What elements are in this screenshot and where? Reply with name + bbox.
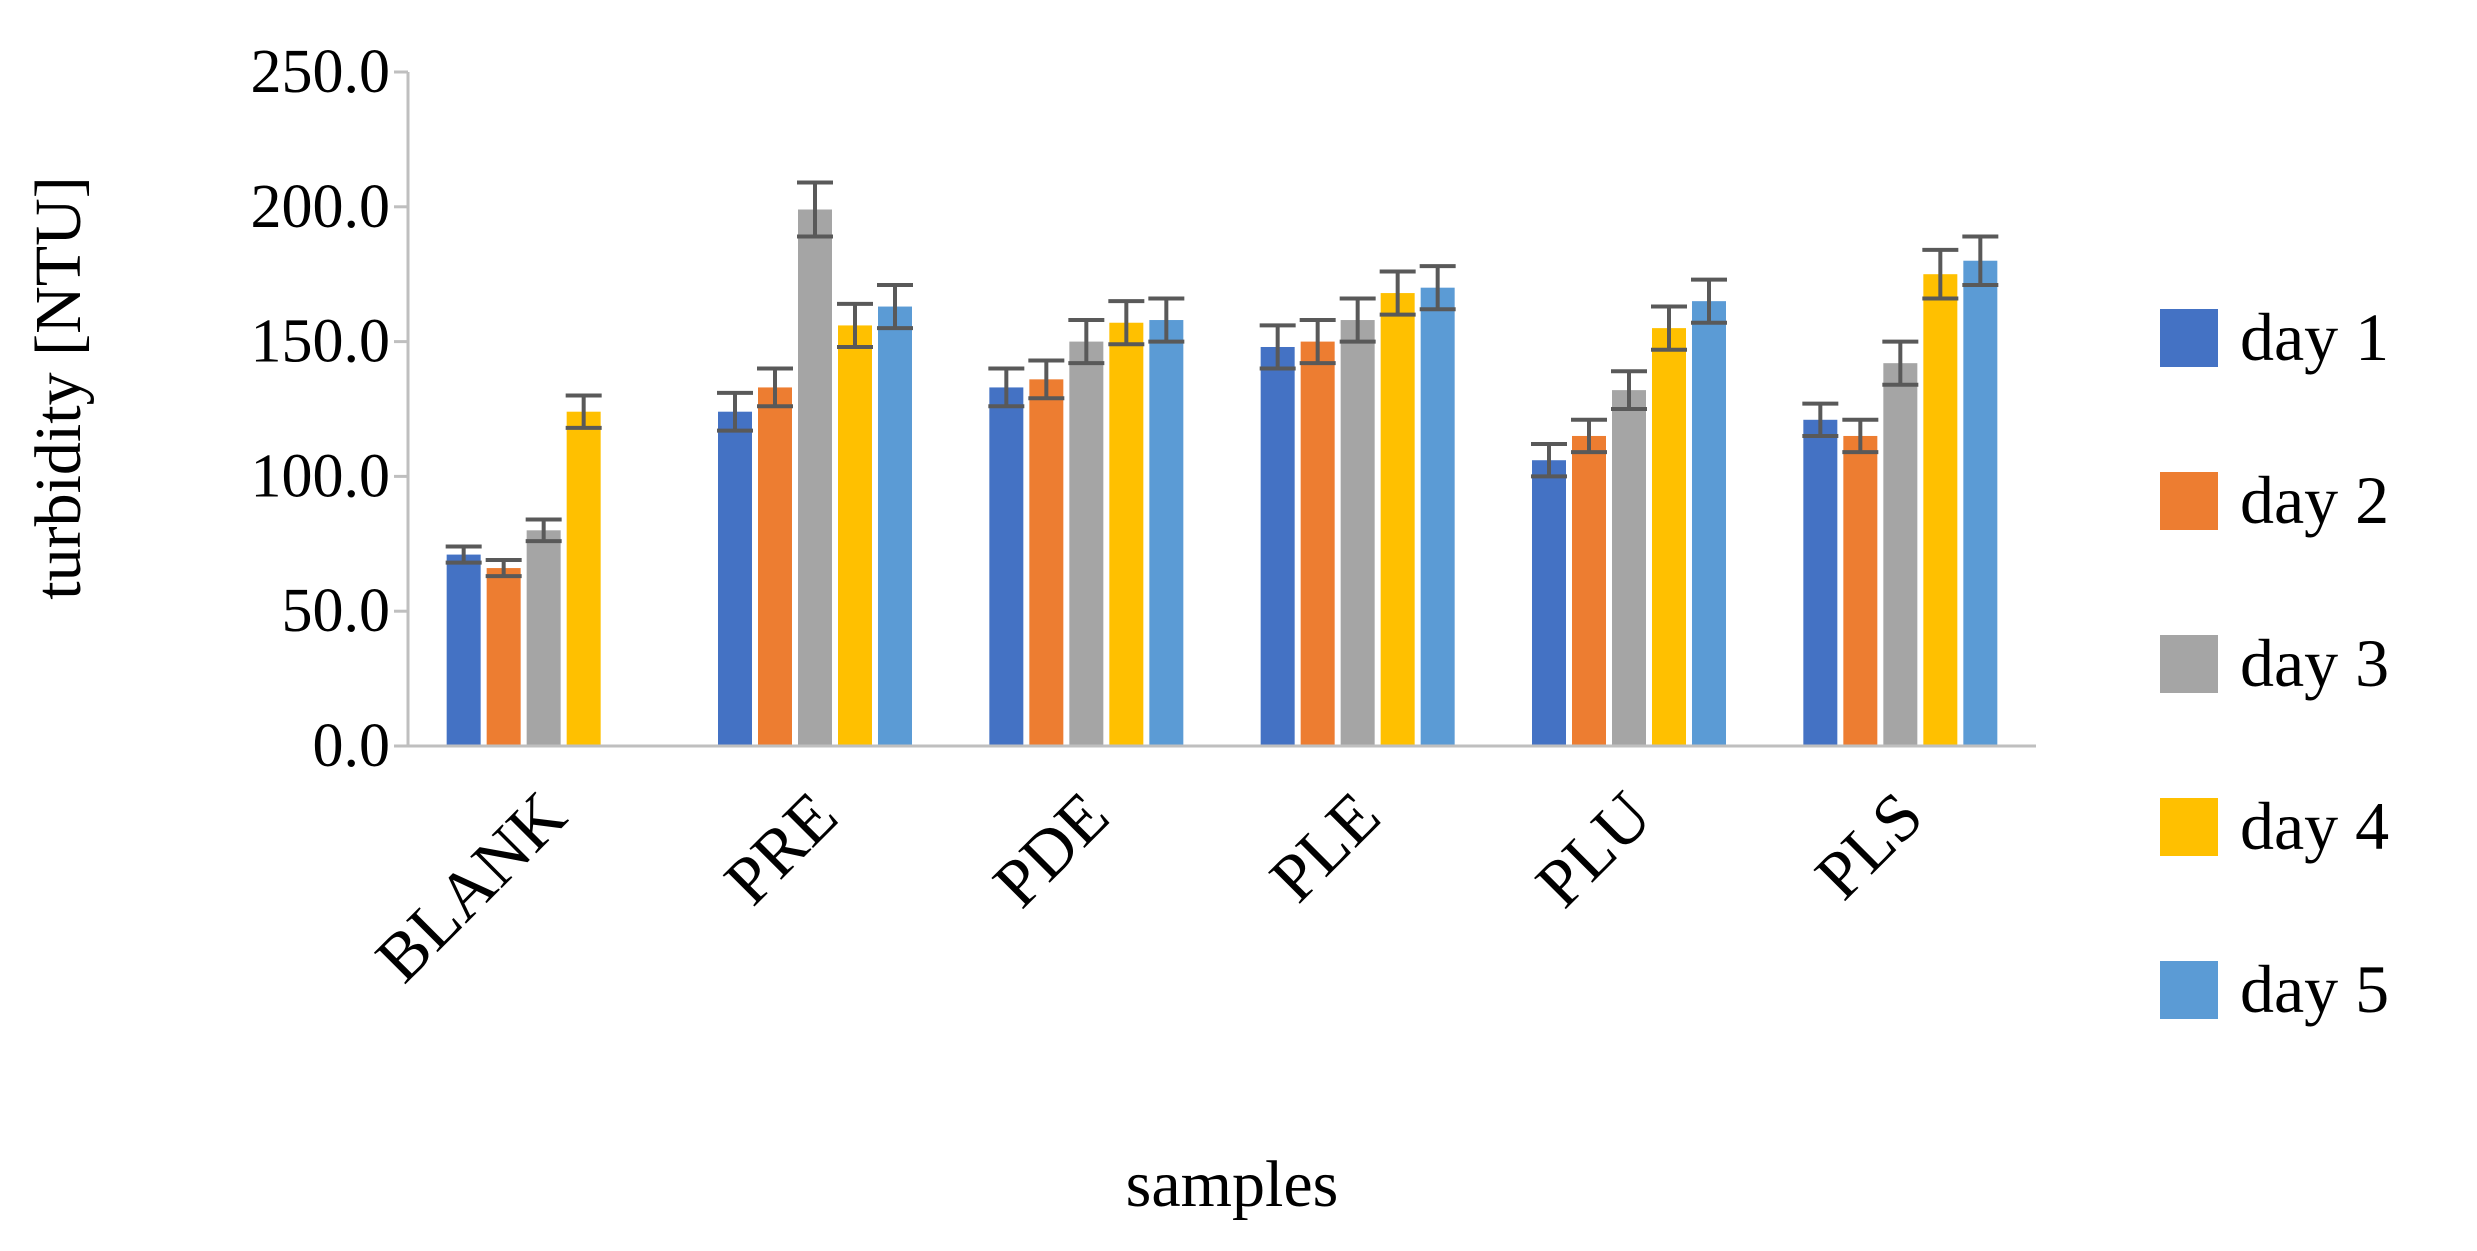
- bar-day-5-pls: [1963, 260, 1998, 746]
- bar-day-1-ple: [1260, 346, 1295, 746]
- y-tick-label: 0.0: [313, 712, 391, 780]
- x-category-label: PRE: [710, 777, 852, 919]
- legend-label: day 1: [2240, 299, 2389, 375]
- bar-day-5-ple: [1420, 287, 1455, 746]
- y-tick-label: 100.0: [251, 442, 391, 510]
- bar-day-4-pls: [1923, 274, 1958, 746]
- legend-swatch-day-2: [2160, 472, 2218, 530]
- legend: day 1 day 2 day 3 day 4 day 5: [2160, 299, 2389, 1027]
- bar-day-3-blank: [526, 530, 561, 746]
- x-axis: BLANK PRE PDE PLE PLU PLS: [361, 744, 2036, 996]
- bar-day-1-pls: [1803, 419, 1838, 746]
- legend-swatch-day-3: [2160, 635, 2218, 693]
- y-tick-label: 150.0: [251, 308, 391, 376]
- y-tick-label: 250.0: [251, 38, 391, 106]
- x-category-label: PDE: [978, 777, 1123, 922]
- bar-day-1-pde: [989, 387, 1024, 746]
- bar-day-3-ple: [1340, 320, 1375, 746]
- bar-day-4-pre: [838, 325, 872, 746]
- bars: [446, 209, 1998, 747]
- bar-day-1-plu: [1532, 460, 1566, 746]
- bar-day-3-pre: [798, 209, 832, 747]
- error-bars: [445, 180, 1999, 579]
- bar-day-3-plu: [1612, 390, 1646, 746]
- y-axis-title: turbidity [NTU]: [22, 176, 95, 599]
- bar-day-4-ple: [1380, 293, 1415, 746]
- bar-day-2-ple: [1300, 341, 1335, 746]
- y-tick-label: 50.0: [282, 577, 391, 645]
- bar-day-4-plu: [1652, 328, 1686, 746]
- bar-day-3-pls: [1883, 363, 1918, 746]
- bar-day-3-pde: [1069, 341, 1104, 746]
- bar-day-1-pre: [718, 411, 752, 746]
- bar-day-2-blank: [486, 568, 521, 746]
- legend-swatch-day-1: [2160, 309, 2218, 367]
- y-axis: 0.0 50.0 100.0 150.0 200.0 250.0: [251, 38, 410, 780]
- bar-day-4-blank: [566, 411, 601, 746]
- x-category-label: PLS: [1800, 777, 1937, 914]
- bar-day-2-plu: [1572, 435, 1606, 746]
- y-tick-label: 200.0: [251, 173, 391, 241]
- legend-swatch-day-4: [2160, 798, 2218, 856]
- x-axis-title: samples: [1126, 1148, 1339, 1221]
- bar-day-1-blank: [446, 554, 481, 746]
- x-category-label: BLANK: [361, 777, 580, 996]
- bar-day-2-pls: [1843, 435, 1878, 746]
- bar-day-2-pde: [1029, 379, 1064, 746]
- legend-label: day 3: [2240, 625, 2389, 701]
- x-category-label: PLU: [1521, 777, 1666, 922]
- bar-day-2-pre: [758, 387, 792, 746]
- bar-day-5-plu: [1692, 301, 1726, 746]
- legend-swatch-day-5: [2160, 961, 2218, 1019]
- legend-label: day 5: [2240, 951, 2389, 1027]
- bar-day-5-pre: [878, 306, 912, 746]
- legend-label: day 4: [2240, 788, 2389, 864]
- bar-day-4-pde: [1109, 322, 1144, 746]
- bar-day-5-pde: [1149, 320, 1184, 746]
- x-category-label: PLE: [1255, 777, 1394, 916]
- legend-label: day 2: [2240, 462, 2389, 538]
